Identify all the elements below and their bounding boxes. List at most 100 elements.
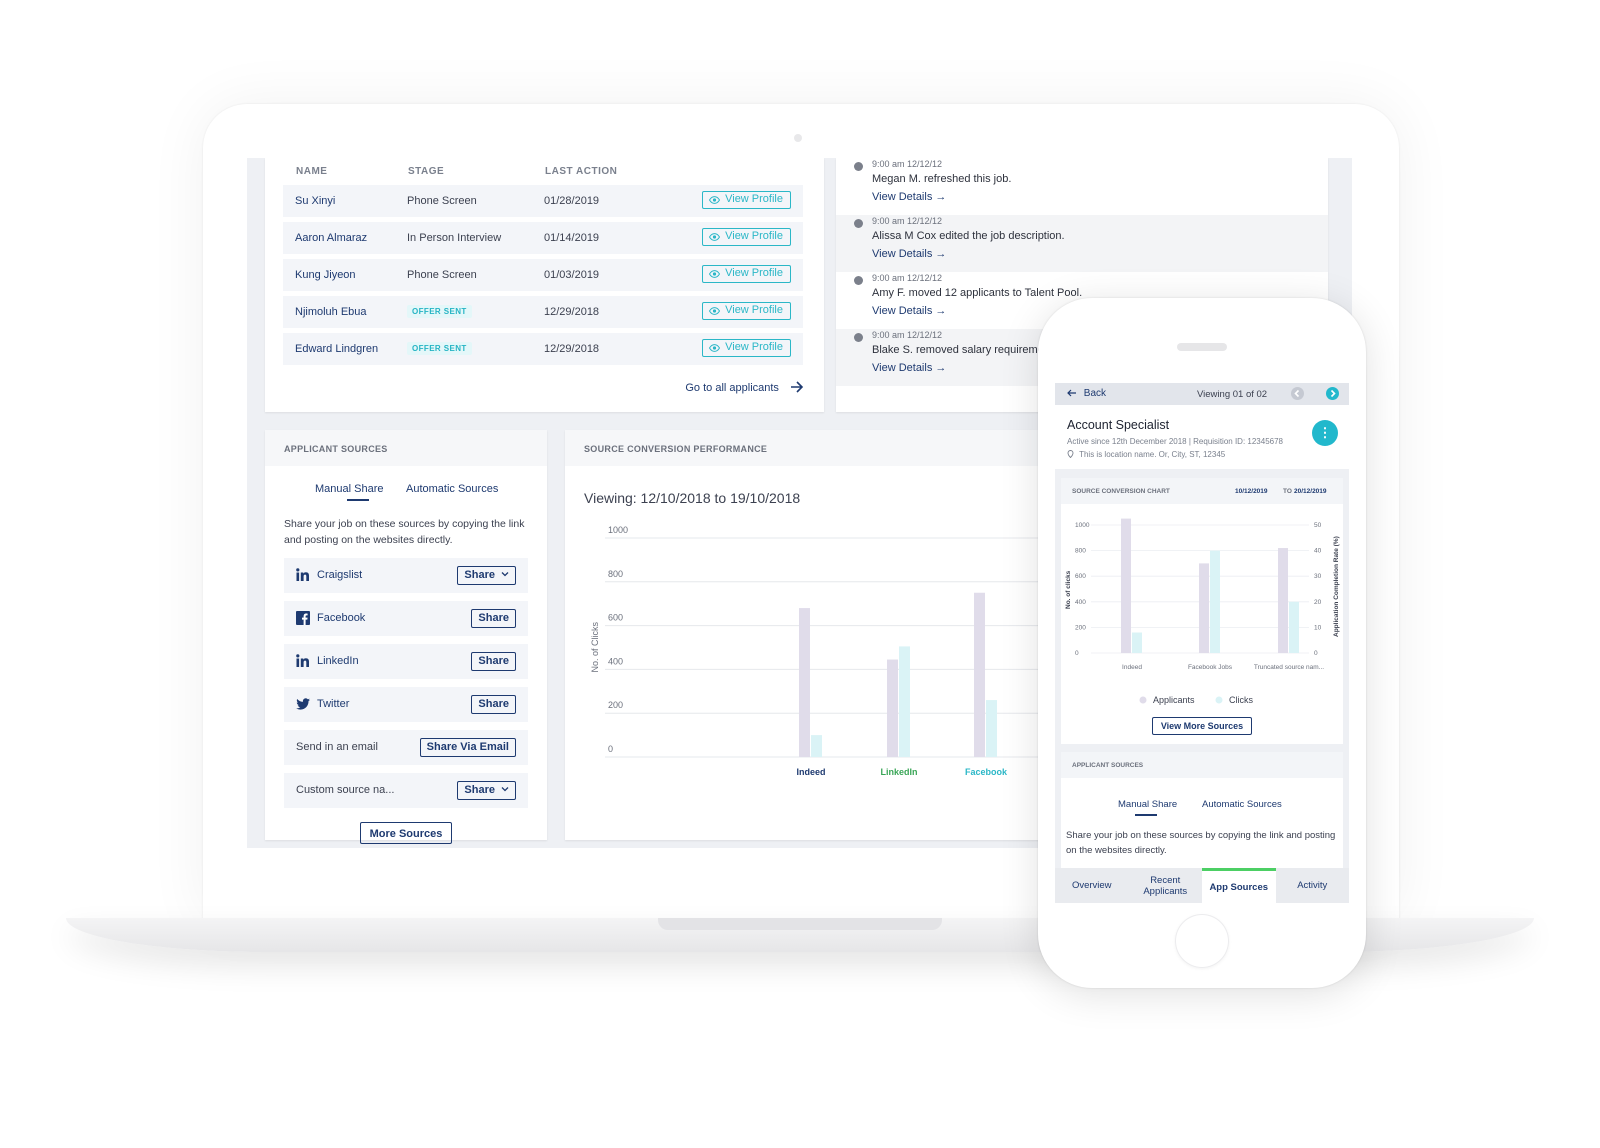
view-details-link[interactable]: View Details → <box>872 191 947 203</box>
y2-tick-label: 0 <box>1314 650 1318 657</box>
laptop-notch <box>658 918 942 930</box>
applicant-name[interactable]: Su Xinyi <box>295 195 336 207</box>
legend-swatch <box>1139 696 1147 704</box>
go-to-all-applicants-link[interactable]: Go to all applicants <box>685 381 804 394</box>
x-tick-label: Truncated source nam... <box>1254 664 1324 671</box>
phone-applicant-sources-title: APPLICANT SOURCES <box>1072 762 1144 769</box>
phone-active-tab-indicator <box>1135 814 1157 816</box>
share-label: Share <box>478 698 509 710</box>
y2-tick-label: 50 <box>1314 522 1322 529</box>
applicant-name[interactable]: Njimoluh Ebua <box>295 306 367 318</box>
phone-bottom-tabs: Overview Recent Applicants App Sources A… <box>1055 868 1349 903</box>
view-profile-button[interactable]: View Profile <box>702 191 791 209</box>
twitter-icon <box>296 698 310 710</box>
share-button[interactable]: Share <box>471 652 516 671</box>
share-button[interactable]: Share <box>471 609 516 628</box>
y2-tick-label: 40 <box>1314 548 1322 555</box>
phone-home-button <box>1175 914 1229 968</box>
phone-top-bar: Back Viewing 01 of 02 <box>1055 383 1349 405</box>
bottom-tab-recent-applicants[interactable]: Recent Applicants <box>1143 874 1188 897</box>
activity-item: 9:00 am 12/12/12 Amy F. moved 12 applican… <box>836 272 1328 329</box>
source-label: Facebook <box>317 612 366 624</box>
x-tick-label: Facebook <box>965 767 1008 777</box>
more-options-button[interactable]: ⋮ <box>1312 420 1338 446</box>
facebook-icon <box>296 611 310 625</box>
view-profile-button[interactable]: View Profile <box>702 339 791 357</box>
bar <box>811 735 822 757</box>
applicant-stage: Phone Screen <box>407 195 477 207</box>
view-profile-label: View Profile <box>725 230 783 242</box>
job-location-text: This is location name. Or, City, ST, 123… <box>1079 450 1226 459</box>
activity-message: Alissa M Cox edited the job description. <box>872 230 1065 242</box>
activity-message: Blake S. removed salary requirement <box>872 344 1053 356</box>
bar <box>1289 601 1299 653</box>
y-axis-label: No. of Clicks <box>590 621 600 672</box>
share-button[interactable]: Share <box>471 695 516 714</box>
legend-swatch <box>1215 696 1223 704</box>
applicant-name[interactable]: Aaron Almaraz <box>295 232 368 244</box>
phone-tab-manual-share[interactable]: Manual Share <box>1118 799 1178 810</box>
y-tick-label: 600 <box>608 613 623 623</box>
y-tick-label: 200 <box>608 700 623 710</box>
view-more-sources-button[interactable]: View More Sources <box>1152 717 1252 735</box>
source-label: Craigslist <box>317 569 363 581</box>
viewing-counter: Viewing 01 of 02 <box>1197 389 1268 400</box>
source-label: LinkedIn <box>317 655 359 667</box>
y-tick-label: 200 <box>1075 624 1086 631</box>
job-meta: Active since 12th December 2018 | Requis… <box>1067 437 1283 446</box>
x-tick-label: LinkedIn <box>880 767 917 777</box>
last-action-date: 12/29/2018 <box>544 343 600 355</box>
share-label: Share Via Email <box>426 741 509 753</box>
phone-speaker <box>1177 343 1227 351</box>
applicant-name[interactable]: Edward Lindgren <box>295 343 379 355</box>
arrow-right-icon <box>791 381 804 393</box>
activity-item: 9:00 am 12/12/12 Alissa M Cox edited the … <box>836 215 1328 272</box>
view-profile-label: View Profile <box>725 193 783 205</box>
tab-automatic-sources[interactable]: Automatic Sources <box>406 483 499 495</box>
eye-icon <box>709 233 721 241</box>
activity-time: 9:00 am 12/12/12 <box>872 330 943 340</box>
bottom-tab-app-sources[interactable]: App Sources <box>1202 868 1276 903</box>
source-row: Facebook Share <box>284 601 528 636</box>
location-pin-icon <box>1067 450 1074 459</box>
applicant-sources-title: APPLICANT SOURCES <box>265 430 547 466</box>
table-row: Su Xinyi Phone Screen 01/28/2019 View Profi… <box>283 185 803 217</box>
view-profile-label: View Profile <box>725 267 783 279</box>
view-profile-button[interactable]: View Profile <box>702 228 791 246</box>
source-row: Craigslist Share <box>284 558 528 593</box>
y-tick-label: 0 <box>608 744 613 754</box>
share-button[interactable]: Share <box>457 781 516 800</box>
bottom-tab-overview[interactable]: Overview <box>1071 880 1112 891</box>
chevron-down-icon <box>501 572 509 577</box>
date-from[interactable]: 10/12/2019 <box>1235 488 1268 495</box>
back-button[interactable]: Back <box>1067 388 1106 399</box>
tab-manual-share[interactable]: Manual Share <box>315 483 384 495</box>
eye-icon <box>709 196 721 204</box>
bottom-tab-activity[interactable]: Activity <box>1297 880 1328 891</box>
view-profile-button[interactable]: View Profile <box>702 265 791 283</box>
eye-icon <box>709 307 721 315</box>
view-profile-button[interactable]: View Profile <box>702 302 791 320</box>
share-label: Share <box>464 569 495 581</box>
applicant-name[interactable]: Kung Jiyeon <box>295 269 356 281</box>
more-sources-button[interactable]: More Sources <box>360 822 452 844</box>
bar <box>1132 632 1142 653</box>
view-details-link[interactable]: View Details → <box>872 305 947 317</box>
arrow-left-icon <box>1067 389 1076 397</box>
view-details-link[interactable]: View Details → <box>872 248 947 260</box>
view-details-link[interactable]: View Details → <box>872 362 947 374</box>
next-button[interactable] <box>1326 387 1339 400</box>
view-profile-label: View Profile <box>725 304 783 316</box>
y-tick-label: 1000 <box>1075 522 1090 529</box>
share-button[interactable]: Share Via Email <box>419 738 516 757</box>
phone-tab-automatic-sources[interactable]: Automatic Sources <box>1202 799 1282 810</box>
bar <box>899 646 910 757</box>
viewing-date-range: Viewing: 12/10/2018 to 19/10/2018 <box>584 490 801 506</box>
y2-tick-label: 10 <box>1314 624 1322 631</box>
previous-button[interactable] <box>1291 387 1304 400</box>
share-button[interactable]: Share <box>457 566 516 585</box>
go-to-all-applicants-label: Go to all applicants <box>685 382 779 394</box>
bar <box>799 608 810 757</box>
bar <box>1199 563 1209 653</box>
date-to[interactable]: 20/12/2019 <box>1294 488 1327 495</box>
